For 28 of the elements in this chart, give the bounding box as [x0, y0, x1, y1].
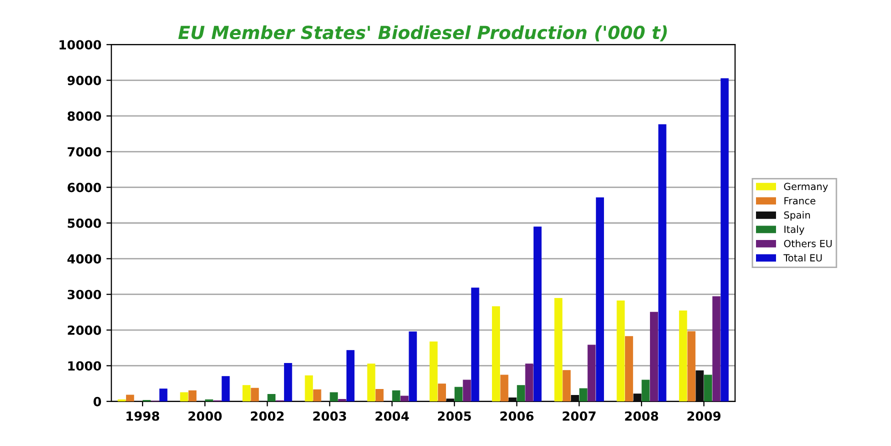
- y-tick-label: 0: [94, 396, 102, 406]
- y-tick-label: 6000: [68, 182, 102, 192]
- x-tick-label: 1998: [126, 411, 160, 421]
- y-tick-label: 9000: [68, 76, 102, 86]
- y-tick-label: 2000: [68, 326, 102, 335]
- x-tick-label: 2000: [188, 411, 222, 421]
- y-tick-label: 1000: [68, 361, 102, 371]
- legend-label: Italy: [784, 225, 804, 235]
- y-tick-label: 4000: [67, 254, 102, 264]
- y-tick-label: 10000: [60, 40, 102, 50]
- y-tick-label: 7000: [68, 147, 102, 157]
- legend-label: France: [784, 197, 816, 204]
- legend-label: Spain: [784, 211, 810, 221]
- x-tick-label: 2009: [687, 411, 720, 421]
- y-tick-label: 8000: [68, 111, 102, 121]
- chart-title: EU Member States' Biodiesel Production ('000 t): [178, 25, 667, 42]
- x-tick-label: 2004: [376, 411, 409, 421]
- legend-label: Others EU: [784, 240, 832, 248]
- legend-label: Total EU: [783, 254, 822, 262]
- x-tick-label: 2002: [250, 411, 284, 421]
- x-tick-label: 2008: [625, 411, 658, 421]
- legend-label: Germany: [784, 182, 828, 192]
- y-tick-label: 5000: [68, 218, 102, 228]
- x-tick-label: 2006: [500, 411, 534, 421]
- x-tick-label: 2003: [313, 411, 346, 421]
- y-tick-label: 3000: [68, 290, 102, 300]
- x-tick-label: 2007: [562, 411, 596, 421]
- x-tick-label: 2005: [438, 411, 471, 421]
